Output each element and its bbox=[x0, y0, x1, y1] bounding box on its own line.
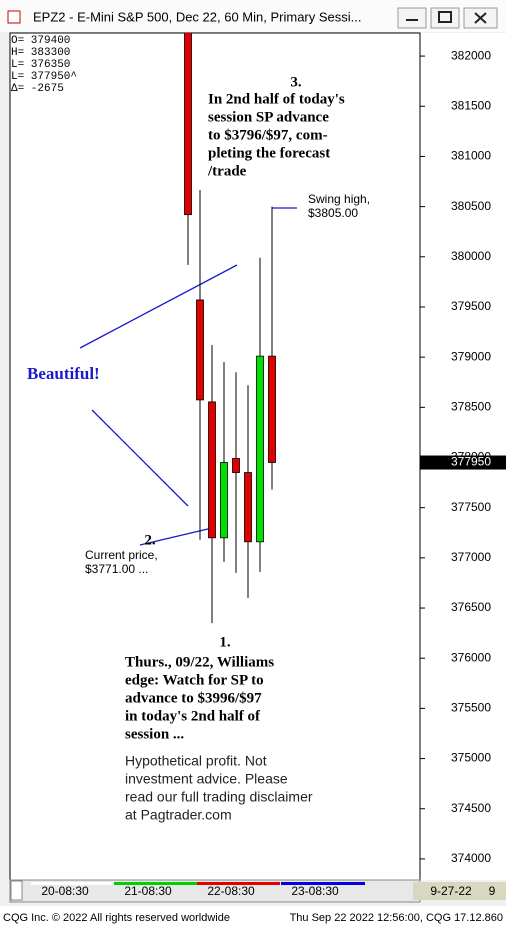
y-tick-label: 375500 bbox=[451, 701, 491, 715]
y-tick-label: 376500 bbox=[451, 600, 491, 614]
candles bbox=[184, 33, 276, 624]
candle-body bbox=[256, 355, 264, 543]
minimize-button[interactable] bbox=[397, 7, 427, 29]
step-number: 1. bbox=[219, 634, 231, 650]
window-title: EPZ2 - E-Mini S&P 500, Dec 22, 60 Min, P… bbox=[33, 9, 362, 24]
edge-text: in today's 2nd half of bbox=[125, 708, 261, 724]
date-box-extra: 9 bbox=[489, 884, 496, 898]
candle-body bbox=[220, 462, 228, 539]
y-tick-label: 376000 bbox=[451, 650, 491, 664]
swing-note: $3805.00 bbox=[308, 206, 358, 220]
edge-text: advance to $3996/$97 bbox=[125, 690, 262, 706]
info-line: O= 379400 bbox=[11, 35, 70, 47]
edge-text: edge: Watch for SP to bbox=[125, 672, 264, 688]
x-tick-label: 21-08:30 bbox=[124, 884, 172, 898]
y-tick-label: 381500 bbox=[451, 98, 491, 112]
y-tick-label: 377000 bbox=[451, 550, 491, 564]
current-note: $3771.00 ... bbox=[85, 562, 148, 576]
edge-text: session ... bbox=[125, 726, 184, 742]
app-icon bbox=[7, 10, 21, 24]
scroll-handle[interactable] bbox=[10, 880, 23, 901]
disclaimer-text: read our full trading disclaimer bbox=[125, 789, 313, 805]
candle-body bbox=[184, 33, 192, 216]
y-tick-label: 374500 bbox=[451, 801, 491, 815]
candle-body bbox=[244, 472, 252, 543]
step-number: 2. bbox=[144, 532, 156, 548]
forecast-text: to $3796/$97, com- bbox=[208, 127, 328, 143]
y-tick-label: 381000 bbox=[451, 149, 491, 163]
candle-body bbox=[208, 401, 216, 539]
disclaimer-text: Hypothetical profit. Not bbox=[125, 753, 267, 769]
candle-body bbox=[232, 458, 240, 473]
y-tick-label: 374000 bbox=[451, 851, 491, 865]
forecast-text: /trade bbox=[207, 163, 247, 179]
info-line: H= 383300 bbox=[11, 47, 70, 59]
info-line: L= 377950^ bbox=[11, 71, 77, 83]
y-tick-label: 375000 bbox=[451, 751, 491, 765]
beautiful-note: Beautiful! bbox=[27, 364, 100, 383]
last-price-label: 377950 bbox=[451, 455, 491, 469]
y-tick-label: 380000 bbox=[451, 249, 491, 263]
info-line: Δ= -2675 bbox=[11, 83, 64, 95]
x-tick-label: 20-08:30 bbox=[41, 884, 89, 898]
y-tick-label: 379500 bbox=[451, 299, 491, 313]
date-box bbox=[413, 882, 506, 900]
disclaimer-text: investment advice. Please bbox=[125, 771, 288, 787]
y-tick-label: 377500 bbox=[451, 500, 491, 514]
y-tick-label: 378500 bbox=[451, 399, 491, 413]
forecast-text: session SP advance bbox=[208, 109, 329, 125]
candle-body bbox=[268, 355, 276, 463]
edge-text: Thurs., 09/22, Williams bbox=[125, 654, 274, 670]
forecast-text: In 2nd half of today's bbox=[208, 91, 345, 107]
disclaimer-text: at Pagtrader.com bbox=[125, 807, 232, 823]
swing-note: Swing high, bbox=[308, 192, 370, 206]
y-tick-label: 382000 bbox=[451, 48, 491, 62]
info-line: L= 376350 bbox=[11, 59, 70, 71]
y-tick-label: 380500 bbox=[451, 199, 491, 213]
footer-right: Thu Sep 22 2022 12:56:00, CQG 17.12.860 bbox=[290, 912, 503, 924]
current-note: Current price, bbox=[85, 548, 158, 562]
candle-body bbox=[196, 299, 204, 401]
last-price-box bbox=[420, 455, 506, 470]
x-tick-label: 23-08:30 bbox=[291, 884, 339, 898]
step-number: 3. bbox=[290, 74, 302, 90]
x-tick-label: 22-08:30 bbox=[207, 884, 255, 898]
forecast-text: pleting the forecast bbox=[208, 145, 330, 161]
footer-left: CQG Inc. © 2022 All rights reserved worl… bbox=[3, 912, 230, 924]
date-box-text: 9-27-22 bbox=[430, 884, 472, 898]
y-tick-label: 379000 bbox=[451, 349, 491, 363]
